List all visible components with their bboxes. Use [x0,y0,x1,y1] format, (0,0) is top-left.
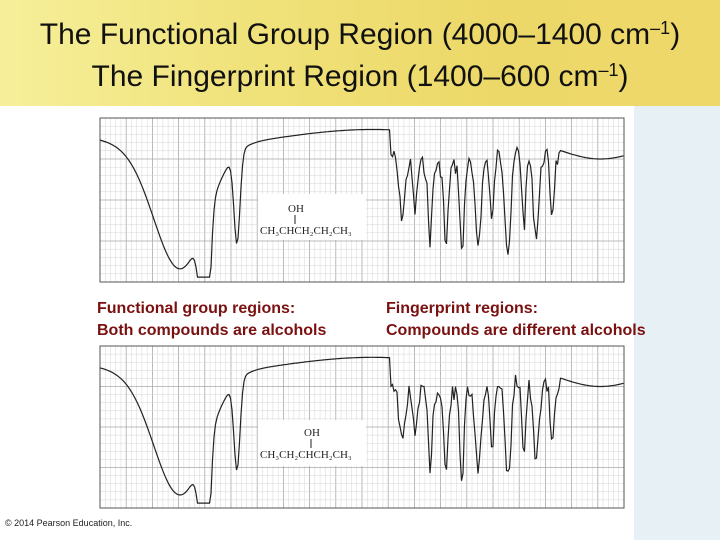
caption-functional-line-1: Functional group regions: [97,300,296,317]
structure-formula: CH₃CHCH₂CH₂CH₃ [260,225,352,237]
copyright-footer: © 2014 Pearson Education, Inc. [5,518,133,528]
caption-functional-line-2: Both compounds are alcohols [97,322,327,339]
left-margin [0,106,90,540]
structure-formula: CH₃CH₂CHCH₂CH₃ [260,449,352,461]
structure-oh-label: OH [288,203,304,215]
ir-spectrum-top: OH CH₃CHCH₂CH₂CH₃ [90,112,634,294]
ir-spectrum-bottom: OH CH₃CH₂CHCH₂CH₃ [90,342,634,520]
title-band [0,0,720,106]
slide-title-line-1: The Functional Group Region (4000–1400 c… [39,18,681,51]
caption-fingerprint-line-2: Compounds are different alcohols [386,322,646,339]
slide-title-line-2: The Fingerprint Region (1400–600 cm–1) [91,60,629,93]
caption-fingerprint-line-1: Fingerprint regions: [386,300,538,317]
right-margin [634,106,720,540]
structure-oh-label: OH [304,427,320,439]
